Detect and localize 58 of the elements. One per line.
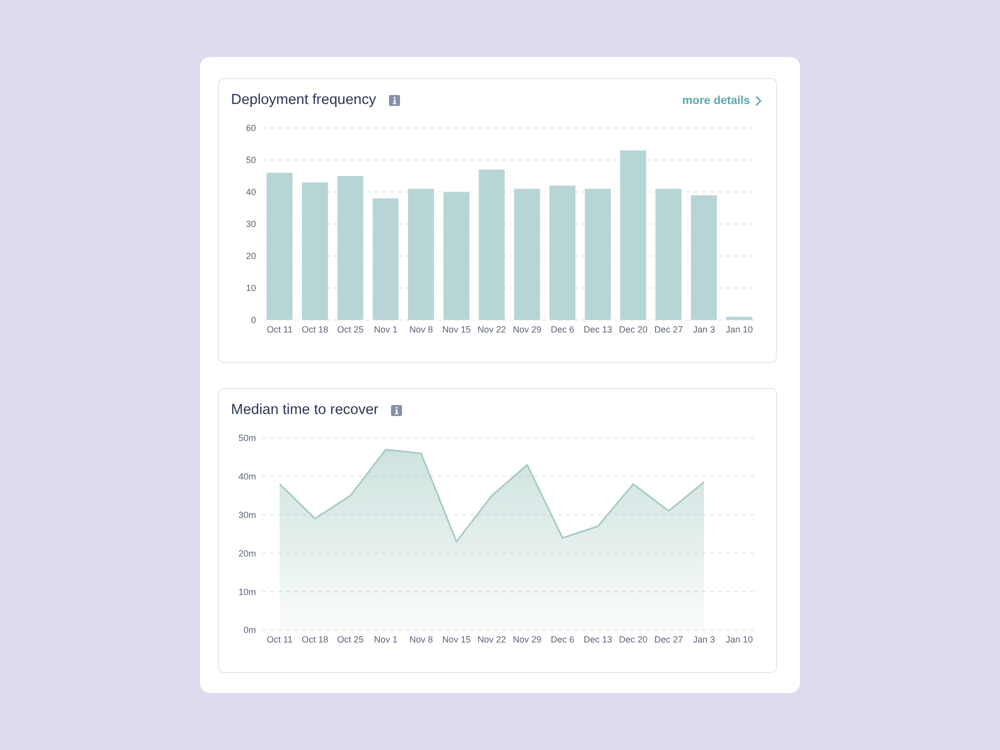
y-tick-label: 10 (246, 283, 256, 294)
bar (372, 198, 399, 320)
x-tick-label: Nov 8 (409, 634, 433, 644)
chart-title: Median time to recover (231, 402, 378, 418)
y-tick-label: 50 (246, 155, 256, 166)
bar (620, 150, 646, 320)
y-tick-label: 10m (238, 586, 256, 597)
x-tick-label: Jan 3 (692, 634, 715, 644)
x-tick-label: Dec 6 (550, 634, 574, 644)
x-tick-label: Nov 29 (512, 634, 542, 644)
bar (584, 188, 611, 320)
bar (549, 186, 576, 320)
bar (726, 316, 752, 320)
x-tick-label: Dec 13 (584, 634, 612, 644)
x-tick-label: Jan 3 (692, 324, 715, 334)
bar (478, 170, 505, 320)
x-tick-label: Nov 15 (442, 324, 471, 334)
x-tick-label: Jan 10 (726, 324, 753, 334)
bar (514, 188, 540, 320)
y-tick-label: 0m (243, 625, 256, 636)
x-tick-label: Oct 25 (337, 324, 364, 334)
x-tick-label: Nov 8 (409, 324, 433, 334)
y-tick-label: 60 (246, 123, 256, 134)
bar (408, 188, 434, 320)
x-tick-label: Nov 15 (442, 634, 471, 644)
y-tick-label: 40 (246, 187, 256, 198)
bar (690, 195, 717, 320)
x-tick-label: Jan 10 (726, 634, 753, 644)
bar (656, 188, 682, 320)
chart-title: Deployment frequency (231, 92, 376, 108)
x-tick-label: Nov 22 (478, 324, 506, 334)
y-tick-label: 50m (238, 433, 256, 444)
x-tick-label: Nov 1 (374, 324, 398, 334)
y-tick-label: 20 (246, 251, 256, 262)
y-tick-label: 30m (238, 510, 256, 520)
x-tick-label: Oct 25 (337, 634, 364, 644)
bar (302, 182, 328, 320)
y-tick-label: 30 (246, 219, 256, 230)
x-tick-label: Nov 22 (478, 634, 506, 644)
x-tick-label: Dec 20 (618, 324, 648, 334)
x-tick-label: Dec 27 (654, 634, 683, 644)
y-tick-label: 40m (238, 472, 256, 482)
x-tick-label: Nov 29 (512, 324, 542, 334)
bar (443, 192, 470, 320)
x-tick-label: Nov 1 (374, 634, 398, 644)
x-tick-label: Oct 18 (302, 634, 328, 644)
x-tick-label: Oct 11 (266, 634, 293, 644)
x-tick-label: Dec 27 (654, 324, 683, 334)
text: more details (682, 94, 750, 108)
bar (266, 172, 293, 320)
y-tick-label: 0 (250, 315, 256, 326)
x-tick-label: Oct 11 (266, 324, 293, 334)
x-tick-label: Dec 6 (550, 324, 574, 334)
x-tick-label: Oct 18 (302, 324, 328, 334)
x-tick-label: Dec 20 (618, 634, 648, 644)
bar (337, 176, 364, 320)
x-tick-label: Dec 13 (584, 324, 612, 334)
y-tick-label: 20m (238, 548, 256, 558)
